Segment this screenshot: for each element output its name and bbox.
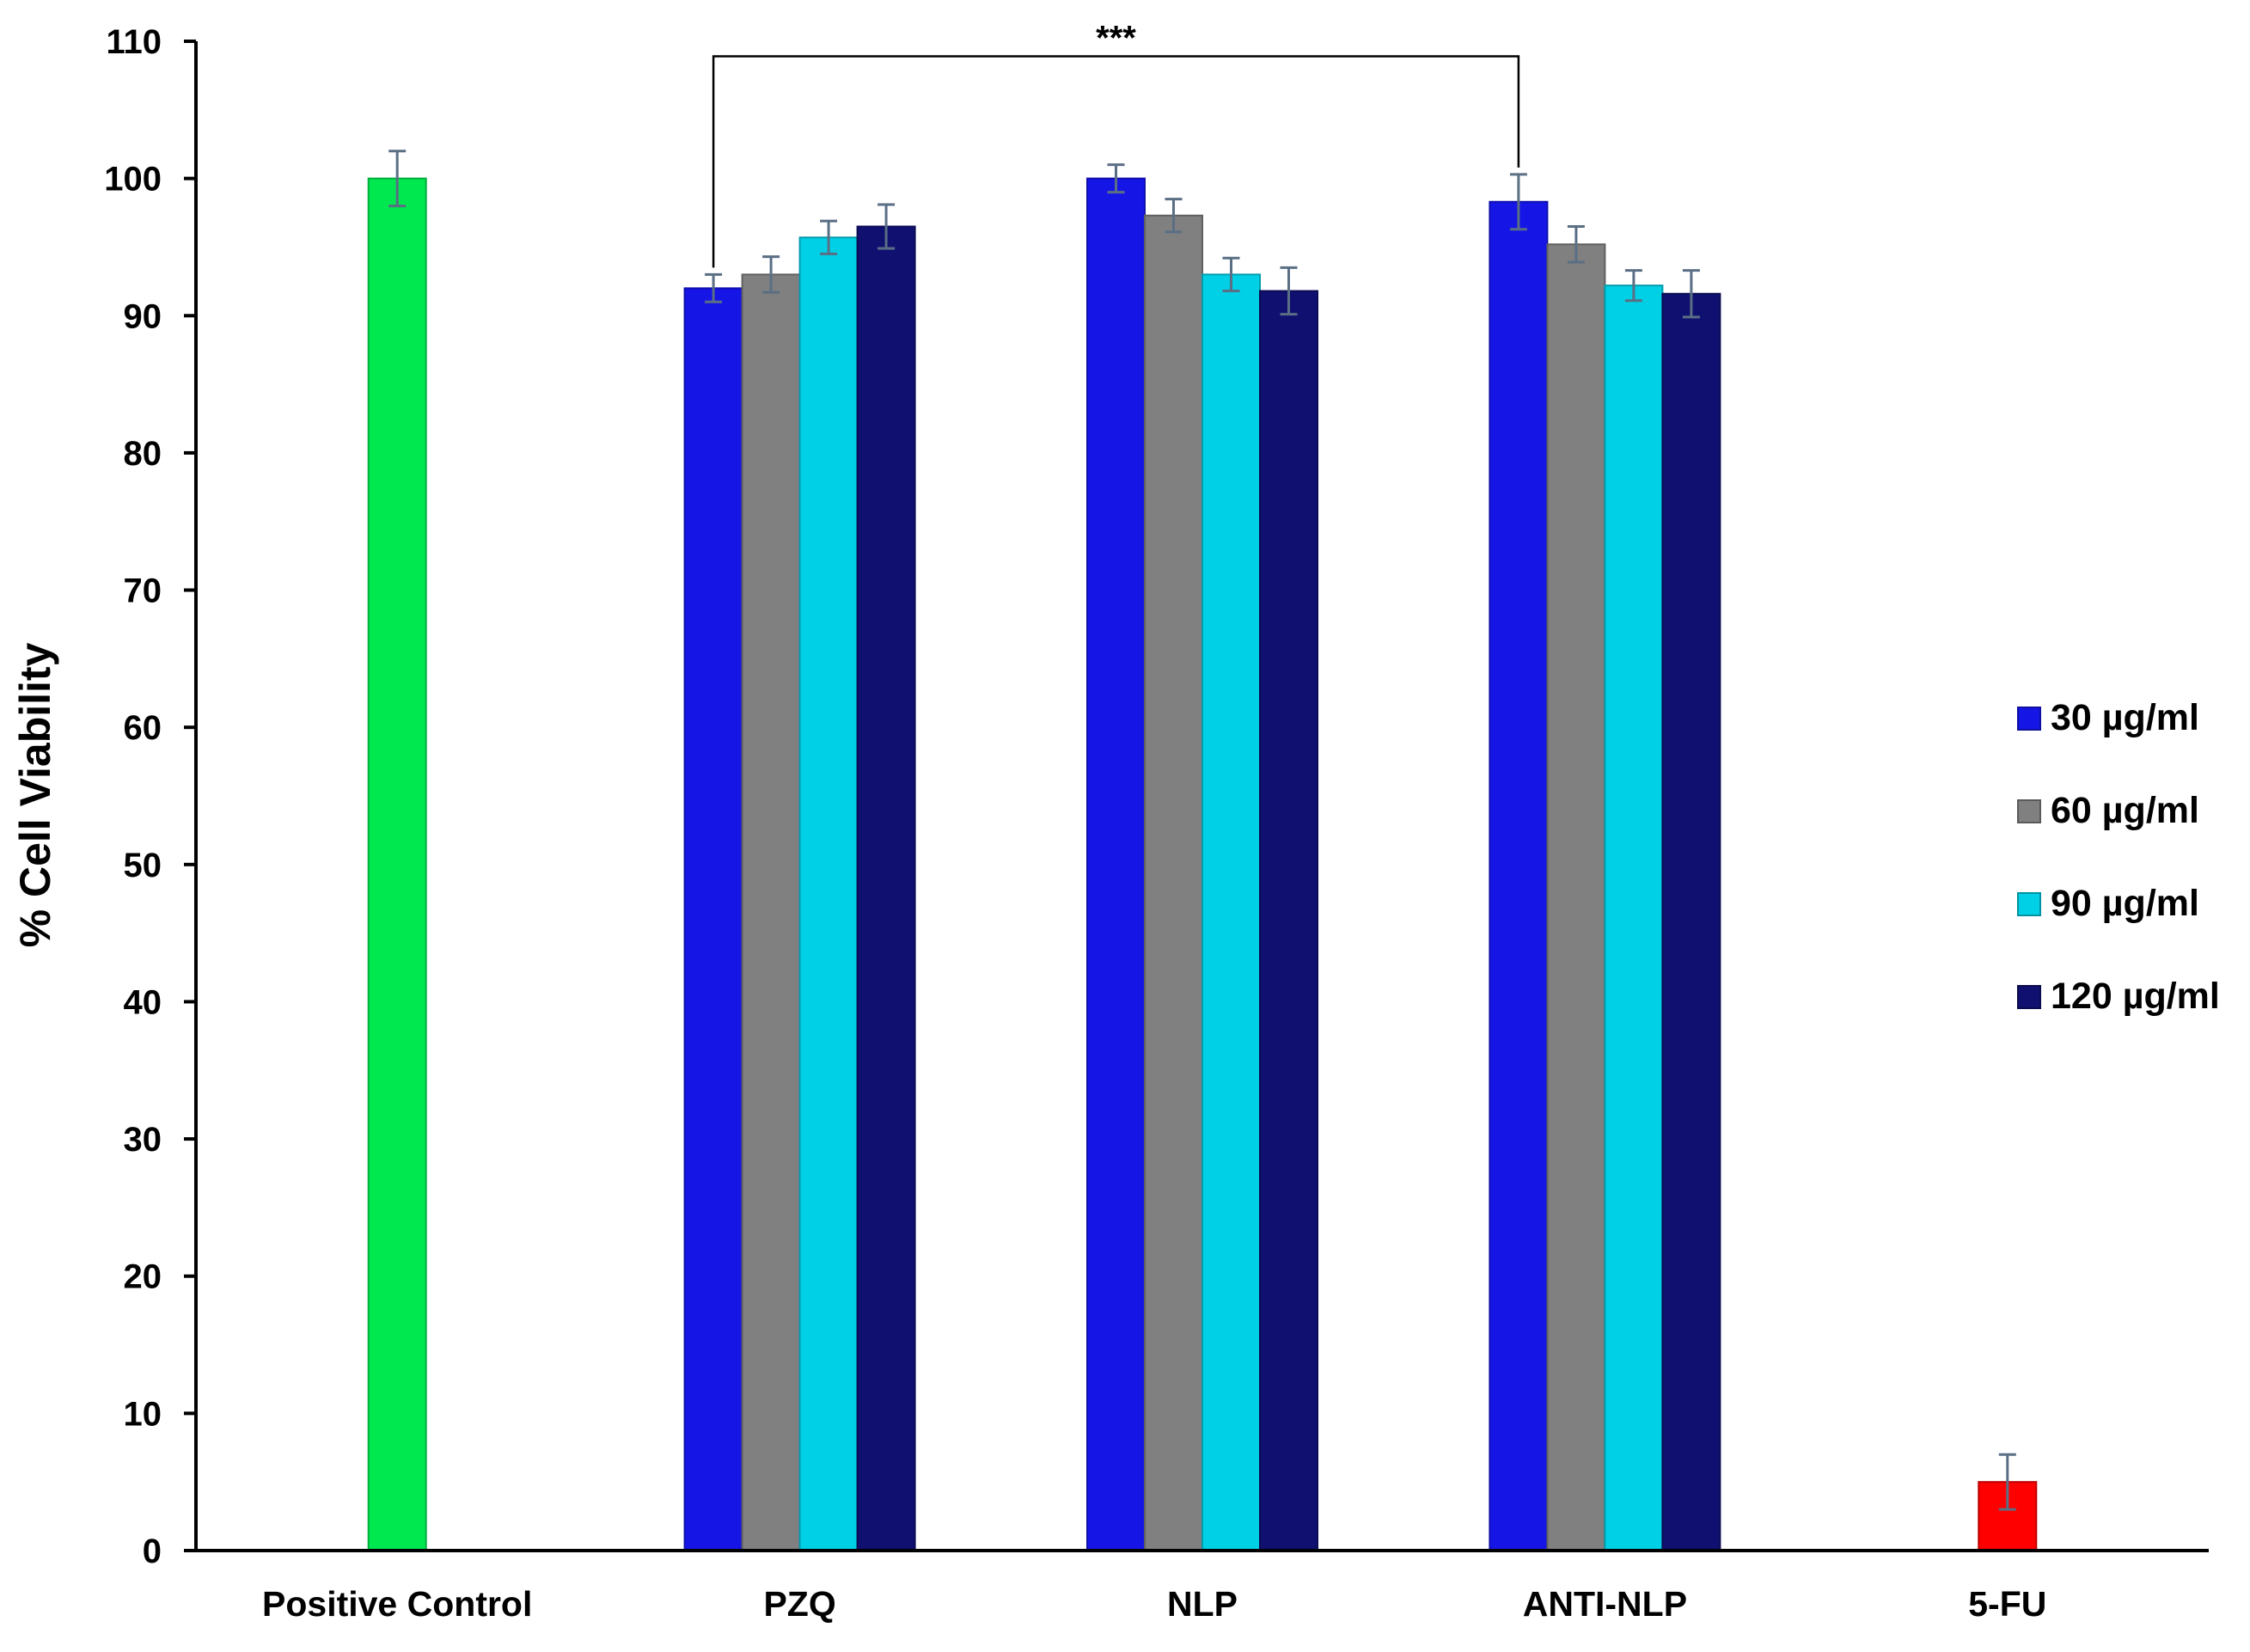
bar-pzq-90-g-ml	[798, 236, 859, 1551]
legend-swatch-90-g-ml	[2017, 892, 2041, 916]
x-tick-label-nlp: NLP	[1167, 1584, 1238, 1624]
legend-swatch-30-g-ml	[2017, 707, 2041, 731]
legend-swatch-60-g-ml	[2017, 799, 2041, 823]
bar-pzq-60-g-ml	[741, 273, 801, 1551]
y-axis-title: % Cell Viability	[11, 642, 59, 947]
x-tick-label-positive-control: Positive Control	[262, 1584, 532, 1624]
bar-nlp-90-g-ml	[1201, 273, 1261, 1551]
bar-positive-control	[367, 177, 427, 1552]
significance-layer: ***	[712, 20, 1520, 268]
bar-nlp-120-g-ml	[1259, 290, 1318, 1551]
x-tick-label-5-fu: 5-FU	[1968, 1584, 2046, 1624]
bar-pzq-30-g-ml	[683, 287, 743, 1551]
bars-layer	[367, 177, 2038, 1552]
legend-label-120-g-ml: 120 µg/ml	[2051, 976, 2220, 1017]
y-tick-label-100: 100	[104, 161, 162, 199]
y-tick-label-80: 80	[124, 435, 162, 473]
bar-anti-nlp-90-g-ml	[1604, 285, 1664, 1552]
bar-nlp-60-g-ml	[1144, 214, 1203, 1552]
significance-bracket	[712, 55, 1520, 268]
y-tick-label-60: 60	[124, 709, 162, 747]
y-tick-label-40: 40	[124, 983, 162, 1021]
bar-anti-nlp-120-g-ml	[1661, 292, 1721, 1551]
bar-anti-nlp-30-g-ml	[1489, 200, 1549, 1552]
y-tick-label-110: 110	[106, 23, 162, 61]
y-tick-label-30: 30	[124, 1121, 162, 1159]
legend-swatch-120-g-ml	[2017, 985, 2041, 1009]
x-tick-label-pzq: PZQ	[763, 1584, 835, 1624]
y-tick-label-10: 10	[124, 1395, 162, 1433]
axes-layer: 0 10 20 30 40 50 60 70 80 90 100 110 Positive Contro…	[104, 23, 2209, 1624]
bar-nlp-30-g-ml	[1086, 177, 1146, 1552]
legend-label-30-g-ml: 30 µg/ml	[2051, 697, 2199, 738]
legend-label-90-g-ml: 90 µg/ml	[2051, 883, 2199, 924]
significance-label: ***	[1096, 20, 1136, 58]
legend-label-60-g-ml: 60 µg/ml	[2051, 790, 2199, 831]
y-tick-label-50: 50	[124, 847, 162, 884]
bar-anti-nlp-60-g-ml	[1546, 243, 1606, 1551]
x-tick-label-anti-nlp: ANTI-NLP	[1523, 1584, 1687, 1624]
bar-pzq-120-g-ml	[856, 225, 916, 1552]
y-tick-label-90: 90	[124, 297, 162, 335]
y-tick-label-20: 20	[124, 1258, 162, 1296]
y-tick-label-0: 0	[143, 1533, 162, 1570]
error-bars-layer	[388, 150, 2016, 1511]
y-tick-label-70: 70	[124, 572, 162, 610]
legend: 30 µg/ml 60 µg/ml 90 µg/ml 120 µg/ml	[2017, 697, 2220, 1017]
